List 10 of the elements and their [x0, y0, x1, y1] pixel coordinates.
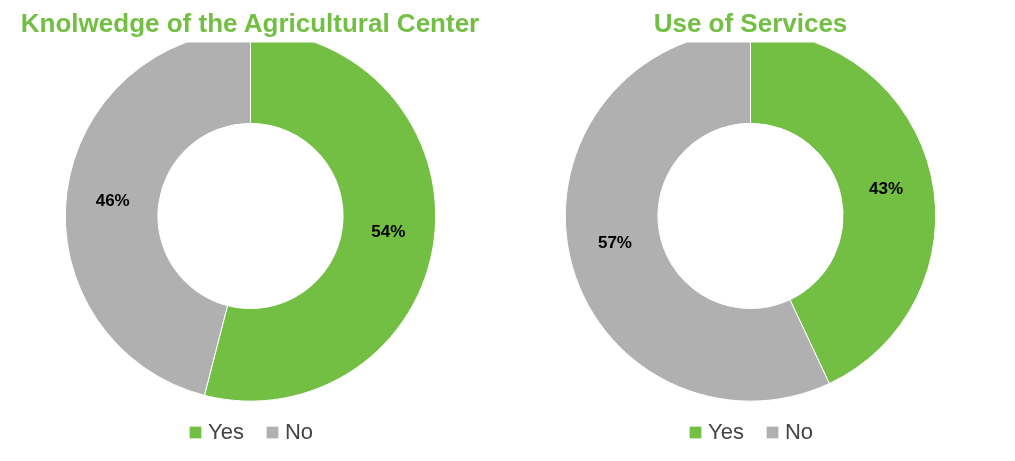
data-label: 46%	[95, 190, 130, 210]
legend-label: No	[784, 419, 814, 445]
data-label: 54%	[371, 221, 406, 241]
data-label: 57%	[597, 233, 632, 253]
chart-title: Use of Services	[653, 7, 848, 38]
legend-label: No	[284, 419, 314, 445]
legend-label: Yes	[707, 419, 744, 445]
data-label: 43%	[869, 179, 904, 199]
chart-title: Knolwedge of the Agricultural Center	[20, 7, 480, 38]
legend-label: Yes	[207, 419, 244, 445]
